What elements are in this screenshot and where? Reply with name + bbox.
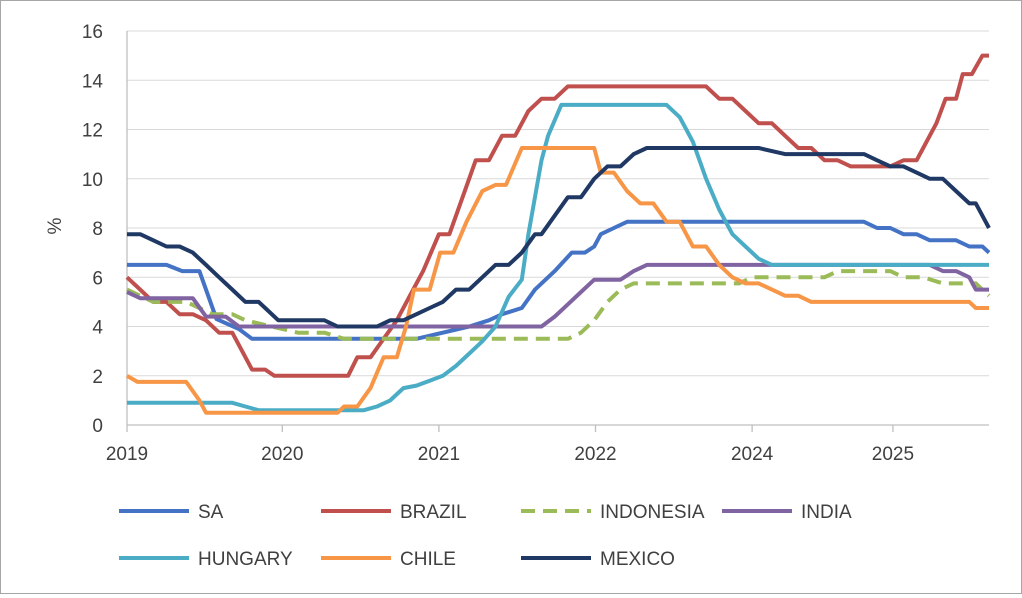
axes: 0 2 4 6 8 10 12 14 16 2019 2020 2021 2022 2024 2025 xyxy=(82,22,989,465)
legend-label: INDONESIA xyxy=(600,502,705,523)
y-tick-label: 14 xyxy=(82,71,104,92)
y-tick-label: 4 xyxy=(92,318,103,339)
series-line-chile xyxy=(125,146,989,415)
series-line-mexico xyxy=(127,146,991,329)
x-tick-label: 2022 xyxy=(574,444,616,465)
series-line-brazil xyxy=(125,53,989,378)
y-tick-label: 16 xyxy=(82,22,103,43)
y-tick-label: 6 xyxy=(92,268,103,289)
series-line-indonesia xyxy=(126,269,991,341)
y-tick-label: 10 xyxy=(82,170,103,191)
series-line-hungary xyxy=(127,102,989,413)
legend-label: BRAZIL xyxy=(400,502,467,523)
legend-label: SA xyxy=(198,502,224,523)
legend-label: HUNGARY xyxy=(198,549,293,570)
legend-item-chile: CHILE xyxy=(321,549,456,570)
legend-label: INDIA xyxy=(801,502,852,523)
y-tick-label: 2 xyxy=(92,367,103,388)
legend-item-indonesia: INDONESIA xyxy=(521,502,705,523)
x-tick-label: 2019 xyxy=(106,444,148,465)
series-lines xyxy=(125,53,991,415)
series-line-sa xyxy=(127,219,991,341)
legend-item-india: INDIA xyxy=(722,502,852,523)
legend-item-brazil: BRAZIL xyxy=(321,502,467,523)
x-tick-label: 2025 xyxy=(872,444,914,465)
legend-item-mexico: MEXICO xyxy=(521,549,675,570)
x-tick-label: 2024 xyxy=(731,444,774,465)
legend-item-hungary: HUNGARY xyxy=(119,549,293,570)
legend: SA BRAZIL INDONESIA INDIA HUNGARY CHILE MEXICO xyxy=(119,502,852,570)
legend-item-sa: SA xyxy=(119,502,224,523)
series-line-india xyxy=(126,262,989,329)
y-axis-title: % xyxy=(45,217,66,234)
y-tick-label: 12 xyxy=(82,121,103,142)
legend-label: CHILE xyxy=(400,549,456,570)
x-tick-label: 2021 xyxy=(418,444,460,465)
x-tick-label: 2020 xyxy=(261,444,303,465)
y-tick-label: 0 xyxy=(92,416,103,437)
y-tick-label: 8 xyxy=(92,219,103,240)
legend-label: MEXICO xyxy=(600,549,675,570)
